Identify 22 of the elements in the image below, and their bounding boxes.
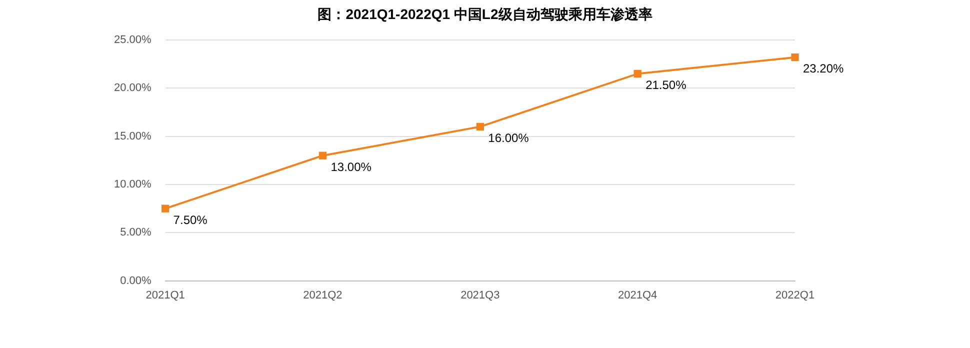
x-tick-label: 2021Q3 [460, 289, 500, 302]
x-tick-label: 2022Q1 [775, 289, 815, 302]
y-tick-label: 25.00% [114, 34, 152, 46]
data-label: 7.50% [173, 212, 208, 227]
point [318, 152, 327, 160]
point [161, 204, 170, 212]
point [476, 122, 484, 131]
data-label: 13.00% [330, 160, 372, 174]
y-tick-label: 20.00% [114, 82, 152, 94]
chart-title: 图：2021Q1-2022Q1 中国L2级自动驾驶乘用车渗透率 [316, 6, 654, 24]
y-tick-label: 0.00% [120, 274, 152, 287]
data-label: 23.20% [803, 62, 844, 76]
x-tick-label: 2021Q1 [146, 289, 185, 302]
y-tick-label: 15.00% [114, 130, 152, 142]
y-tick-label: 10.00% [114, 178, 152, 191]
x-tick-label: 2021Q2 [303, 289, 342, 302]
data-label: 16.00% [488, 131, 530, 145]
data-label: 21.50% [646, 78, 687, 92]
point [791, 54, 799, 62]
y-tick-label: 5.00% [120, 226, 152, 239]
point [634, 70, 642, 78]
x-tick-label: 2021Q4 [618, 289, 658, 302]
